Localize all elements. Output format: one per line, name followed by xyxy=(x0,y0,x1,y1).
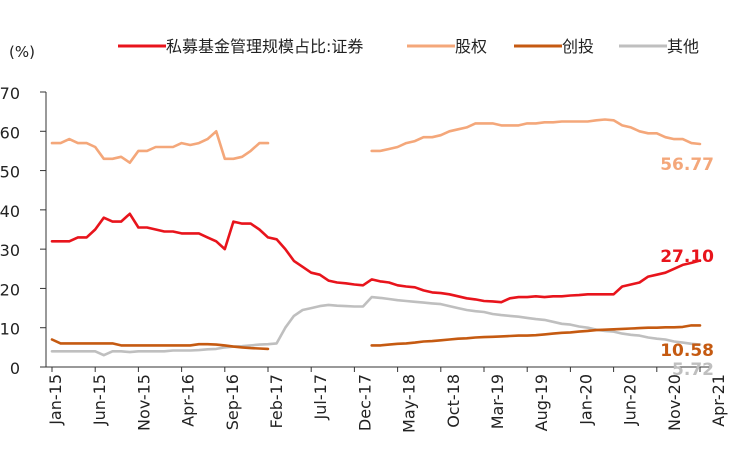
x-tick-label: May-18 xyxy=(400,374,419,433)
x-tick-label: Apr-21 xyxy=(709,374,728,427)
legend-label-other: 其他 xyxy=(667,37,699,56)
x-tick-label: Nov-15 xyxy=(134,374,153,431)
x-axis-tick-marks xyxy=(51,367,701,372)
x-tick-label: Aug-19 xyxy=(532,374,551,431)
x-tick-label: Mar-19 xyxy=(488,374,507,429)
x-tick-label: Jun-20 xyxy=(621,374,640,426)
x-tick-label: Dec-17 xyxy=(355,374,374,431)
series-line-other xyxy=(50,295,702,357)
legend-item-equity[interactable]: 股权 xyxy=(407,37,487,56)
legend-label-securities: 私募基金管理规模占比:证券 xyxy=(166,37,363,56)
y-tick-label: 30 xyxy=(0,241,20,260)
x-tick-label: Jan-20 xyxy=(576,374,595,426)
series-line-venture-segment-1 xyxy=(50,338,270,351)
x-tick-label: Jun-15 xyxy=(90,374,109,426)
x-tick-label: Oct-18 xyxy=(444,374,463,428)
legend-label-venture: 创投 xyxy=(562,37,594,56)
end-label-securities: 27.10 xyxy=(660,247,714,267)
y-tick-label: 0 xyxy=(10,359,20,378)
y-axis-tick-marks xyxy=(40,91,46,368)
series-lines xyxy=(50,118,702,357)
series-line-equity-segment-2 xyxy=(370,118,702,153)
x-tick-label: Nov-20 xyxy=(665,374,684,431)
y-tick-label: 60 xyxy=(0,123,20,142)
x-tick-label: Apr-16 xyxy=(179,374,198,427)
end-labels: 27.10 56.77 10.58 5.72 xyxy=(660,155,714,380)
series-line-venture-segment-2 xyxy=(370,324,702,347)
x-tick-label: Feb-17 xyxy=(267,374,286,428)
x-tick-label: Sep-16 xyxy=(223,374,242,430)
y-axis-unit-label: (%) xyxy=(9,43,35,61)
y-axis: 0 10 20 30 40 50 60 70 xyxy=(0,84,20,378)
y-tick-label: 40 xyxy=(0,202,20,221)
x-tick-label: Jul-17 xyxy=(311,374,330,420)
legend-item-other[interactable]: 其他 xyxy=(619,37,699,56)
y-tick-label: 50 xyxy=(0,163,20,182)
legend-item-venture[interactable]: 创投 xyxy=(514,37,594,56)
end-label-equity: 56.77 xyxy=(660,155,714,175)
series-line-securities xyxy=(50,212,702,304)
end-label-other: 5.72 xyxy=(672,360,714,380)
x-axis: Jan-15 Jun-15 Nov-15 Apr-16 Sep-16 Feb-1… xyxy=(46,374,728,433)
end-label-venture: 10.58 xyxy=(660,341,714,361)
series-line-equity-segment-1 xyxy=(50,130,270,164)
legend-item-securities[interactable]: 私募基金管理规模占比:证券 xyxy=(118,37,363,56)
legend: 私募基金管理规模占比:证券 股权 创投 其他 xyxy=(118,37,699,56)
legend-label-equity: 股权 xyxy=(455,37,487,56)
x-tick-label: Jan-15 xyxy=(46,374,65,426)
y-tick-label: 10 xyxy=(0,320,20,339)
y-tick-label: 70 xyxy=(0,84,20,103)
y-tick-label: 20 xyxy=(0,280,20,299)
